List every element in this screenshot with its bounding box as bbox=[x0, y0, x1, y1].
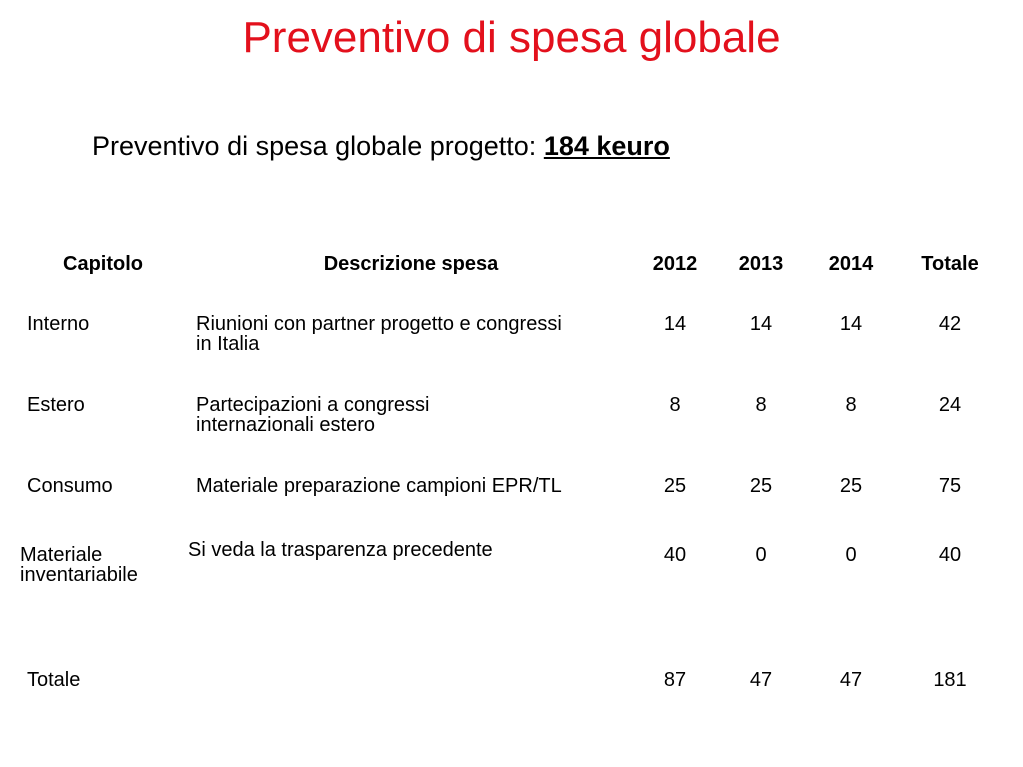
row-value-2013: 47 bbox=[749, 669, 773, 691]
row-value-2014: 14 bbox=[839, 313, 863, 335]
row-chapter: Totale bbox=[27, 669, 81, 691]
budget-summary-label: Preventivo di spesa globale progetto: bbox=[92, 131, 537, 161]
header-total: Totale bbox=[921, 253, 979, 275]
row-value-2012: 87 bbox=[663, 669, 687, 691]
row-value-2013: 14 bbox=[749, 313, 773, 335]
budget-amount: 184 keuro bbox=[543, 131, 670, 161]
row-description: Partecipazioni a congressi internazional… bbox=[196, 394, 430, 436]
header-2013: 2013 bbox=[738, 253, 784, 275]
row-description: Riunioni con partner progetto e congress… bbox=[196, 313, 562, 355]
row-value-2012: 40 bbox=[663, 544, 687, 566]
header-2014: 2014 bbox=[828, 253, 874, 275]
row-value-total: 75 bbox=[938, 475, 962, 497]
row-value-total: 181 bbox=[933, 669, 967, 691]
row-value-2012: 14 bbox=[663, 313, 687, 335]
row-value-total: 24 bbox=[938, 394, 962, 416]
row-chapter: Materiale inventariabile bbox=[20, 544, 138, 586]
row-value-2014: 0 bbox=[845, 544, 857, 566]
header-description: Descrizione spesa bbox=[323, 253, 499, 275]
row-chapter: Interno bbox=[27, 313, 90, 335]
row-value-2012: 25 bbox=[663, 475, 687, 497]
row-description: Si veda la trasparenza precedente bbox=[188, 539, 493, 561]
slide-title: Preventivo di spesa globale bbox=[242, 13, 781, 62]
row-value-2014: 25 bbox=[839, 475, 863, 497]
row-value-total: 42 bbox=[938, 313, 962, 335]
header-2012: 2012 bbox=[652, 253, 698, 275]
row-chapter: Consumo bbox=[27, 475, 113, 497]
header-chapter: Capitolo bbox=[63, 253, 143, 275]
row-value-2013: 25 bbox=[749, 475, 773, 497]
row-value-2014: 47 bbox=[839, 669, 863, 691]
row-value-2012: 8 bbox=[669, 394, 681, 416]
row-description: Materiale preparazione campioni EPR/TL bbox=[196, 475, 562, 497]
row-value-2014: 8 bbox=[845, 394, 857, 416]
row-value-2013: 8 bbox=[755, 394, 767, 416]
row-value-total: 40 bbox=[938, 544, 962, 566]
row-value-2013: 0 bbox=[755, 544, 767, 566]
row-chapter: Estero bbox=[27, 394, 85, 416]
budget-summary: Preventivo di spesa globale progetto: 18… bbox=[92, 128, 670, 164]
